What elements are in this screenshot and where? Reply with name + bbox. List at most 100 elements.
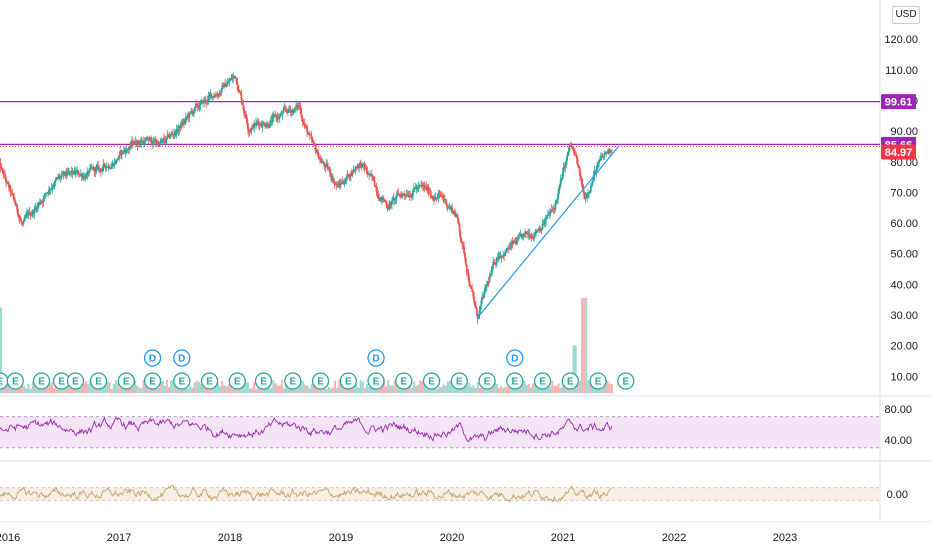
candle-body — [474, 301, 476, 306]
earnings-marker[interactable]: E — [254, 372, 273, 390]
earnings-marker[interactable]: E — [200, 372, 219, 390]
horizontal-levels[interactable] — [0, 101, 880, 148]
candle-body — [235, 77, 237, 79]
candle-body — [183, 122, 185, 124]
currency-button[interactable]: USD — [892, 6, 920, 24]
earnings-marker[interactable]: E — [66, 372, 85, 390]
trend-line-segment[interactable] — [476, 146, 619, 319]
candle-body — [172, 133, 174, 135]
earnings-circle-icon — [254, 372, 273, 390]
candle-body — [194, 106, 196, 110]
earnings-marker[interactable]: E — [311, 372, 330, 390]
candle-body — [457, 218, 460, 225]
volume-bar — [532, 383, 535, 393]
volume-bar — [0, 307, 2, 393]
candle-body — [380, 196, 382, 200]
candle-body — [165, 137, 168, 140]
candle-body — [126, 149, 129, 150]
candle-body — [526, 233, 528, 234]
earnings-circle-icon — [339, 372, 357, 390]
candle-body — [454, 212, 456, 216]
candle-body — [357, 166, 360, 168]
candle-body — [472, 291, 475, 297]
candle-body — [536, 231, 538, 233]
dividend-marker[interactable]: D — [173, 349, 191, 367]
volume-bar — [283, 388, 286, 393]
earnings-marker[interactable]: E — [173, 372, 191, 390]
candle-body — [93, 167, 96, 172]
candle-body — [68, 171, 70, 173]
candle-body — [401, 195, 403, 198]
earnings-marker[interactable]: E — [617, 372, 635, 390]
volume-bar — [557, 383, 560, 393]
volume-bar — [157, 388, 160, 393]
candle-body — [527, 233, 530, 235]
earnings-marker[interactable]: E — [284, 372, 302, 390]
trend-line[interactable] — [476, 146, 619, 319]
earnings-marker[interactable]: E — [228, 372, 246, 390]
earnings-marker[interactable]: E — [32, 372, 51, 390]
candle-body — [498, 256, 501, 258]
event-letter: E — [149, 377, 156, 388]
candle-body — [506, 248, 509, 249]
volume-bar — [389, 385, 392, 393]
dividend-marker[interactable]: D — [506, 349, 524, 367]
event-letter: E — [206, 377, 213, 388]
rsi-band-fill — [0, 416, 880, 448]
candle-body — [494, 263, 496, 264]
price-tick-label: 90.00 — [890, 126, 918, 138]
candle-body — [325, 163, 328, 166]
candle-body — [73, 171, 76, 174]
candle-body — [412, 187, 415, 191]
earnings-marker[interactable]: E — [339, 372, 357, 390]
earnings-marker[interactable]: E — [367, 372, 385, 390]
oscillator-tick-label: 0.00 — [887, 489, 908, 501]
volume-bar — [110, 388, 113, 393]
candle-body — [394, 197, 397, 199]
dividend-marker[interactable]: D — [143, 349, 162, 367]
time-axis[interactable]: 2016 2017 2018 2019 2020 2021 2022 2023 — [0, 532, 797, 544]
volume-bar — [202, 385, 205, 393]
earnings-marker[interactable]: E — [395, 372, 413, 390]
earnings-marker[interactable]: E — [478, 372, 496, 390]
price-tag-box — [881, 144, 916, 160]
earnings-circle-icon — [478, 372, 496, 390]
candle-body — [137, 141, 140, 142]
earnings-marker[interactable]: E — [117, 372, 135, 390]
candle-body — [321, 161, 324, 163]
candle-body — [368, 173, 371, 176]
candle-body — [544, 220, 547, 224]
price-tick-label: 10.00 — [890, 371, 918, 383]
candle-body — [132, 143, 135, 145]
candle-body — [441, 195, 444, 197]
volume-bar — [604, 382, 607, 393]
candle-body — [30, 215, 33, 216]
earnings-marker[interactable]: E — [561, 372, 579, 390]
volume-bar — [248, 388, 251, 393]
earnings-marker[interactable]: E — [89, 372, 108, 390]
candle-body — [359, 162, 361, 165]
earnings-marker[interactable]: E — [143, 372, 162, 390]
volume-bar — [165, 380, 168, 393]
volume-bar — [472, 385, 475, 393]
candle-body — [597, 163, 600, 166]
volume-bar — [276, 385, 279, 393]
candle-body — [206, 99, 209, 103]
candle-body — [23, 218, 26, 222]
earnings-marker[interactable]: E — [533, 372, 552, 390]
earnings-marker[interactable]: E — [589, 372, 607, 390]
candle-body — [548, 213, 551, 215]
dividend-marker[interactable]: D — [367, 349, 385, 367]
earnings-marker[interactable]: E — [422, 372, 441, 390]
event-markers[interactable]: EEEEEEEEDEDEEEEEEEDEEEEEDEEEE — [0, 349, 635, 390]
earnings-marker[interactable]: E — [450, 372, 468, 390]
price-axis[interactable]: 120.00110.00100.0090.0080.0070.0060.0050… — [884, 34, 918, 501]
earnings-marker[interactable]: E — [6, 372, 24, 390]
candle-body — [175, 129, 178, 135]
earnings-marker[interactable]: E — [506, 372, 524, 390]
price-tag-label: 99.61 — [885, 97, 913, 109]
event-letter: E — [456, 377, 463, 388]
candle-body — [553, 208, 556, 210]
candle-body — [78, 173, 80, 176]
